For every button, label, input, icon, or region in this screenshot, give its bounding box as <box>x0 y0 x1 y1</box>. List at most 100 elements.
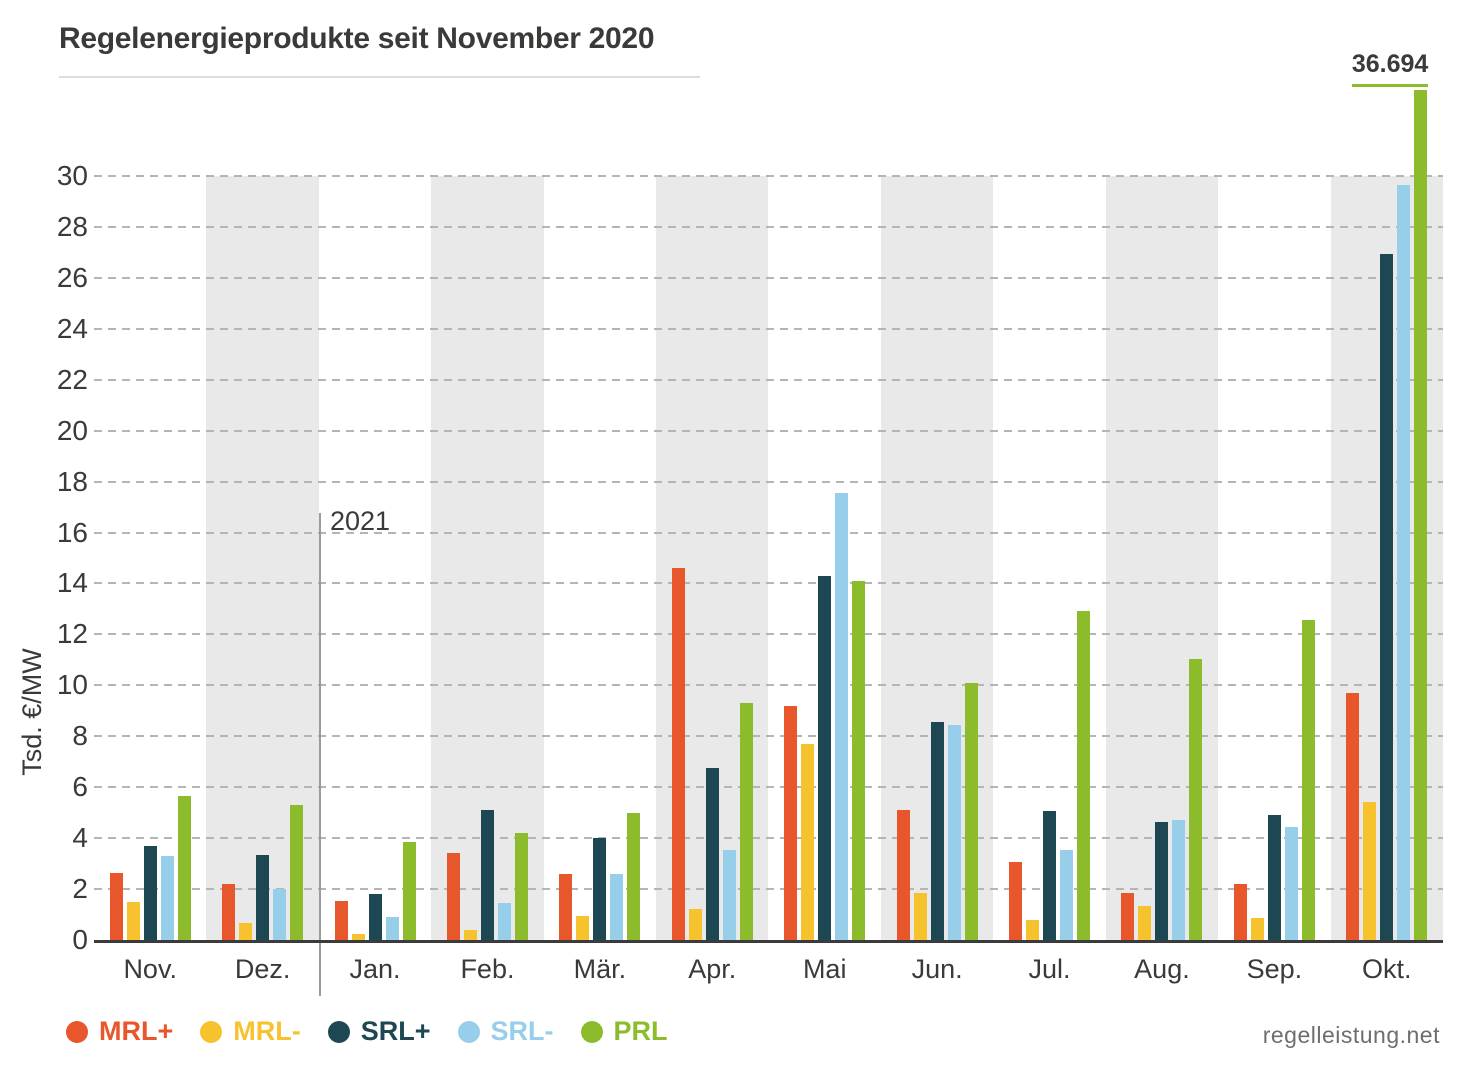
bar-mrl_plus <box>1233 883 1247 940</box>
bar-srl_minus <box>497 903 511 940</box>
year-divider-line <box>318 513 321 996</box>
month-label: Jul. <box>1028 954 1071 984</box>
bar-mrl_minus <box>576 915 590 940</box>
bar-srl_minus <box>385 917 399 940</box>
chart-title: Regelenergieprodukte seit November 2020 <box>59 22 655 55</box>
bar-srl_plus <box>818 575 832 940</box>
bar-mrl_minus <box>1250 918 1264 940</box>
bar-srl_plus <box>1380 253 1394 940</box>
peak-value-annotation: 36.694 <box>1351 50 1429 87</box>
month-label: Nov. <box>123 954 177 984</box>
bar-mrl_minus <box>1138 905 1152 940</box>
legend-label-srl-minus: SRL- <box>490 1016 554 1046</box>
y-gridline <box>94 276 1443 279</box>
y-gridline <box>94 786 1443 789</box>
bar-mrl_minus <box>463 929 477 940</box>
month-label: Mär. <box>573 954 627 984</box>
y-tick-label: 12 <box>56 618 88 650</box>
bar-prl <box>1189 658 1203 940</box>
bar-prl <box>402 841 416 940</box>
legend-dot-mrl-plus-icon <box>66 1020 88 1043</box>
legend-dot-mrl-minus-icon <box>200 1020 223 1043</box>
bar-srl_plus <box>480 810 494 940</box>
y-tick-label: 18 <box>56 465 88 497</box>
y-gridline <box>94 735 1443 738</box>
bar-prl <box>1077 611 1091 940</box>
bar-srl_plus <box>143 845 157 940</box>
bar-mrl_plus <box>784 705 798 940</box>
bar-srl_plus <box>256 854 270 940</box>
bar-prl <box>514 833 528 940</box>
month-label: Apr. <box>688 954 737 984</box>
month-label: Feb. <box>460 954 515 984</box>
y-gridline <box>94 582 1443 585</box>
y-tick-label: 24 <box>56 312 88 344</box>
bar-mrl_minus <box>1363 802 1377 940</box>
y-tick-label: 6 <box>72 771 88 803</box>
bar-prl <box>177 796 191 940</box>
y-gridline <box>94 225 1443 228</box>
bar-mrl_plus <box>334 900 348 940</box>
bar-prl <box>1301 620 1315 940</box>
bar-mrl_plus <box>109 872 123 940</box>
bar-mrl_minus <box>1026 919 1040 940</box>
legend-item-mrl-minus: MRL- <box>200 1016 301 1047</box>
bar-mrl_plus <box>671 568 685 940</box>
y-tick-label: 26 <box>56 261 88 293</box>
bar-srl_minus <box>835 493 849 940</box>
month-label: Jun. <box>911 954 963 984</box>
bar-prl <box>627 812 641 940</box>
bar-srl_minus <box>1172 820 1186 940</box>
y-tick-label: 22 <box>56 363 88 395</box>
y-tick-label: 14 <box>56 567 88 599</box>
bar-srl_minus <box>160 855 174 940</box>
y-gridline <box>94 684 1443 687</box>
bar-srl_minus <box>722 849 736 940</box>
bar-mrl_plus <box>1009 862 1023 940</box>
month-label: Mai <box>802 954 847 984</box>
bar-srl_plus <box>705 768 719 940</box>
bar-srl_minus <box>1397 184 1411 940</box>
bar-mrl_plus <box>1121 892 1135 940</box>
bar-srl_plus <box>593 838 607 940</box>
bar-srl_minus <box>947 724 961 940</box>
month-label: Aug. <box>1134 954 1190 984</box>
legend-label-prl: PRL <box>613 1016 668 1046</box>
legend-item-mrl-plus: MRL+ <box>66 1016 173 1047</box>
y-gridline <box>94 480 1443 483</box>
bar-srl_minus <box>273 889 287 940</box>
bar-mrl_minus <box>351 933 365 940</box>
y-tick-label: 30 <box>56 159 88 191</box>
bar-prl <box>1414 90 1428 940</box>
y-tick-label: 10 <box>56 669 88 701</box>
x-axis-line <box>94 940 1443 943</box>
bar-srl_plus <box>368 894 382 940</box>
y-gridline <box>94 837 1443 840</box>
bar-srl_plus <box>1267 815 1281 940</box>
title-divider <box>59 76 700 78</box>
legend-label-mrl-plus: MRL+ <box>99 1016 174 1046</box>
y-tick-label: 20 <box>56 414 88 446</box>
bar-mrl_minus <box>126 901 140 940</box>
year-divider-label: 2021 <box>330 506 391 536</box>
source-link[interactable]: regelleistung.net <box>1262 1022 1440 1048</box>
bar-mrl_plus <box>222 883 236 940</box>
month-label: Sep. <box>1246 954 1303 984</box>
legend-item-srl-plus: SRL+ <box>327 1016 431 1047</box>
bar-srl_plus <box>1043 811 1057 940</box>
y-gridline <box>94 531 1443 534</box>
bar-srl_minus <box>1284 826 1298 940</box>
month-label: Dez. <box>234 954 291 984</box>
bar-prl <box>852 580 866 940</box>
y-tick-label: 0 <box>72 924 88 955</box>
y-tick-label: 4 <box>72 822 88 854</box>
legend-dot-prl-icon <box>580 1020 603 1043</box>
bar-srl_plus <box>930 722 944 940</box>
bar-mrl_plus <box>896 810 910 940</box>
legend: MRL+ MRL- SRL+ SRL- PRL <box>66 1016 668 1047</box>
bar-prl <box>964 682 978 940</box>
bar-srl_plus <box>1155 821 1169 940</box>
legend-label-mrl-minus: MRL- <box>233 1016 301 1046</box>
